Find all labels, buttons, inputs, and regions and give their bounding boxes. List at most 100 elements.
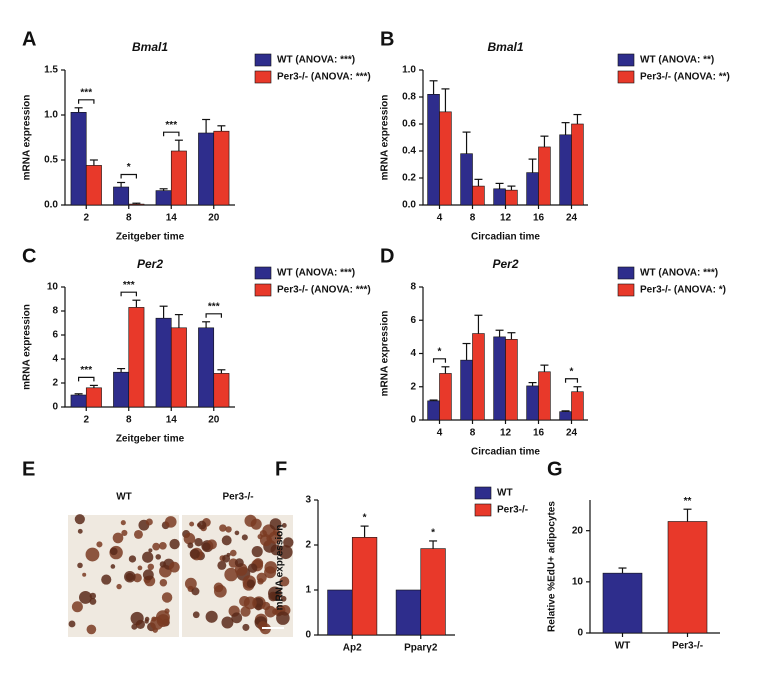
- cell: [221, 535, 232, 546]
- bar: [170, 327, 187, 408]
- cell: [221, 616, 234, 629]
- y-axis-label: mRNA expression: [22, 95, 33, 181]
- cell: [234, 558, 244, 568]
- y-tick-label: 2: [305, 540, 311, 551]
- cell: [219, 524, 227, 532]
- legend-label: WT (ANOVA: ***): [640, 268, 718, 279]
- cell: [246, 579, 256, 588]
- cell: [77, 562, 83, 569]
- bar: [113, 371, 130, 408]
- cell: [234, 530, 240, 536]
- legend-swatch: [254, 70, 272, 84]
- panel-letter: B: [380, 28, 394, 50]
- legend-swatch: [474, 486, 492, 500]
- cell: [189, 521, 195, 527]
- bar: [472, 333, 485, 421]
- x-tick-label: 4: [437, 428, 443, 439]
- x-tick-label: 8: [126, 415, 132, 426]
- cell: [131, 623, 138, 630]
- legend-label: WT: [497, 488, 513, 499]
- cell: [137, 565, 143, 571]
- cell: [74, 514, 85, 525]
- cell: [187, 542, 194, 549]
- cell: [89, 597, 97, 605]
- x-tick-label: 14: [166, 415, 178, 426]
- bar: [667, 521, 708, 634]
- cell: [250, 518, 262, 530]
- y-tick-label: 3: [305, 495, 311, 506]
- y-tick-label: 20: [572, 525, 584, 536]
- cell: [197, 520, 207, 530]
- bar: [170, 150, 187, 206]
- cell: [222, 554, 231, 563]
- y-tick-label: 0: [410, 415, 416, 426]
- cell: [230, 549, 237, 557]
- cell: [169, 538, 180, 550]
- cell: [112, 532, 124, 544]
- y-tick-label: 8: [52, 306, 58, 317]
- cell: [142, 551, 154, 563]
- legend-swatch: [254, 266, 272, 280]
- x-tick-label: Ap2: [343, 643, 362, 654]
- legend-swatch: [474, 503, 492, 517]
- y-tick-label: 0.6: [402, 119, 416, 130]
- x-tick-label: 20: [208, 213, 220, 224]
- significance-label: *: [127, 162, 131, 173]
- significance-bracket: [163, 131, 180, 137]
- cell: [254, 603, 262, 611]
- bar: [427, 400, 440, 421]
- cell: [121, 529, 128, 536]
- cell: [71, 601, 83, 613]
- significance-bracket: [120, 291, 137, 297]
- bar: [505, 339, 518, 421]
- image-label: Per3-/-: [222, 492, 253, 503]
- panel-letter: A: [22, 28, 36, 50]
- cell: [116, 583, 122, 590]
- y-tick-label: 8: [410, 282, 416, 293]
- cell: [183, 532, 196, 545]
- cell: [257, 621, 268, 631]
- bar: [213, 130, 230, 206]
- cell: [109, 547, 118, 556]
- significance-label: **: [684, 496, 692, 507]
- cell: [256, 572, 267, 583]
- cell: [133, 529, 143, 539]
- cell: [120, 520, 126, 526]
- chart-title: Bmal1: [132, 40, 168, 54]
- panel-letter: C: [22, 245, 36, 267]
- x-tick-label: 8: [470, 428, 476, 439]
- cell: [144, 619, 149, 624]
- bar: [538, 146, 551, 206]
- x-tick-label: 2: [83, 415, 89, 426]
- x-tick-label: 16: [533, 428, 545, 439]
- x-axis-label: Zeitgeber time: [116, 232, 185, 243]
- cell: [225, 526, 232, 533]
- significance-label: *: [570, 366, 574, 377]
- cell: [85, 547, 100, 562]
- legend-swatch: [617, 266, 635, 280]
- micrograph-texture: [68, 514, 294, 635]
- cell: [264, 566, 277, 579]
- bar: [493, 188, 506, 206]
- cell: [231, 612, 243, 624]
- significance-label: *: [438, 346, 442, 357]
- cell: [272, 608, 279, 615]
- bar: [351, 537, 378, 636]
- bar: [198, 327, 215, 408]
- cell: [224, 567, 238, 582]
- panel-letter: E: [22, 458, 35, 480]
- y-axis-label: Relative %EdU+ adipocytes: [547, 501, 558, 632]
- y-tick-label: 0: [305, 630, 311, 641]
- significance-bracket: [120, 173, 137, 179]
- significance-bracket: [432, 358, 447, 363]
- significance-bracket: [564, 378, 579, 383]
- cell: [241, 534, 248, 541]
- cell: [82, 572, 87, 577]
- cell: [283, 537, 294, 548]
- bar: [460, 359, 473, 421]
- bar: [460, 153, 473, 206]
- bar: [198, 132, 215, 206]
- y-axis-label: mRNA expression: [380, 311, 391, 397]
- y-tick-label: 0: [52, 402, 58, 413]
- cell: [158, 541, 167, 550]
